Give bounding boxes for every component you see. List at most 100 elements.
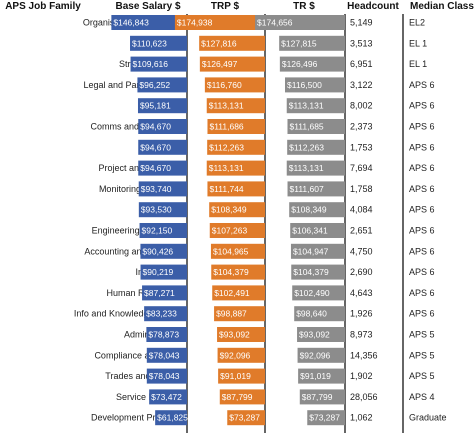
trp-value-label: $108,349: [211, 205, 247, 215]
headcount-value: 4,084: [350, 205, 373, 215]
tr-value-label: $111,685: [289, 122, 323, 132]
tr-bar: [307, 410, 345, 426]
base-salary-value-label: $110,623: [132, 38, 167, 48]
tr-bar: [289, 202, 345, 218]
tr-value-label: $104,379: [293, 267, 329, 277]
trp-bar: [207, 181, 265, 197]
median-classification-value: APS 6: [409, 267, 435, 277]
base-salary-value-label: $146,843: [113, 18, 149, 28]
trp-value-label: $93,092: [219, 330, 250, 340]
base-salary-bar: [130, 35, 187, 51]
headcount-value: 28,056: [350, 392, 378, 402]
base-salary-bar: [140, 243, 187, 259]
base-salary-value-label: $78,043: [149, 371, 180, 381]
trp-bar: [211, 264, 265, 280]
tr-bar: [298, 368, 345, 384]
trp-bar: [210, 243, 265, 259]
table-row: Human Resources$87,271$102,491$102,4904,…: [106, 285, 435, 301]
job-family-label: Comms and Marketing: [90, 122, 181, 132]
trp-bar: [218, 368, 265, 384]
base-salary-bar: [137, 98, 187, 114]
trp-value-label: $113,131: [209, 101, 244, 111]
tr-bar: [287, 119, 345, 134]
header-tr: TR $: [293, 1, 315, 12]
tr-bar: [297, 327, 345, 342]
headcount-value: 1,926: [350, 309, 373, 319]
tr-bar: [292, 285, 345, 301]
base-salary-value-label: $94,670: [140, 142, 171, 152]
header-trp: TRP $: [211, 1, 240, 12]
trp-bar: [199, 56, 265, 72]
tr-bar: [285, 77, 345, 93]
tr-bar: [255, 15, 345, 30]
tr-bar: [290, 243, 345, 259]
table-rows: Organisation Leadership$146,843$174,938$…: [74, 15, 447, 426]
trp-value-label: $111,686: [209, 122, 243, 132]
base-salary-bar: [146, 327, 187, 342]
median-classification-value: APS 6: [409, 122, 435, 132]
trp-bar: [217, 327, 265, 342]
median-classification-value: APS 6: [409, 205, 435, 215]
base-salary-bar: [149, 389, 187, 405]
median-classification-value: APS 6: [409, 288, 435, 298]
base-salary-value-label: $109,616: [133, 59, 169, 69]
tr-bar: [287, 139, 345, 155]
base-salary-bar: [140, 264, 187, 280]
base-salary-value-label: $90,219: [143, 267, 174, 277]
trp-value-label: $92,096: [220, 350, 251, 360]
trp-value-label: $107,263: [212, 226, 248, 236]
job-family-label: Service Delivery: [116, 392, 182, 402]
job-family-label: Development Program: [91, 413, 181, 423]
tr-value-label: $102,490: [294, 288, 330, 298]
headcount-value: 2,651: [350, 226, 373, 236]
median-classification-value: APS 6: [409, 246, 435, 256]
table-row: Compliance and Reg.$78,043 $92,096 $92,096…: [94, 347, 435, 363]
tr-value-label: $108,349: [291, 205, 327, 215]
column-headers: APS Job Family Base Salary $ TRP $ TR $ …: [5, 1, 474, 12]
headcount-value: 2,690: [350, 267, 373, 277]
median-classification-value: APS 5: [409, 350, 435, 360]
headcount-value: 2,373: [350, 122, 373, 132]
trp-bar: [199, 35, 265, 51]
base-salary-bar: [146, 368, 187, 384]
tr-value-label: $104,947: [293, 246, 329, 256]
headcount-value: 1,753: [350, 142, 373, 152]
base-salary-value-label: $78,043: [149, 350, 180, 360]
tr-bar: [290, 223, 345, 238]
base-salary-bar: [155, 410, 187, 426]
base-salary-bar: [138, 160, 187, 176]
trp-value-label: $87,799: [222, 392, 253, 402]
base-salary-bar: [139, 223, 187, 238]
trp-bar: [217, 347, 265, 363]
job-family-label: Trades and Labour: [105, 371, 181, 381]
trp-value-label: $104,379: [213, 267, 249, 277]
base-salary-value-label: $93,740: [141, 184, 172, 194]
tr-value-label: $174,656: [257, 18, 293, 28]
trp-bar: [209, 223, 265, 238]
table-row: Administration$78,873$93,092$93,0928,973…: [124, 327, 435, 342]
table-row: Trades and Labour$78,043 $91,019 $91,019 1,…: [105, 368, 435, 384]
tr-bar: [291, 264, 345, 280]
median-classification-value: APS 6: [409, 142, 435, 152]
trp-value-label: $91,019: [220, 371, 251, 381]
tr-bar: [279, 35, 345, 51]
median-classification-value: APS 6: [409, 80, 435, 90]
median-classification-value: APS 5: [409, 330, 435, 340]
base-salary-bar: [137, 77, 187, 93]
table-row: Organisation Leadership$146,843$174,938$…: [83, 15, 425, 30]
tr-value-label: $116,500: [287, 80, 322, 90]
median-classification-value: APS 4: [409, 392, 435, 402]
base-salary-value-label: $83,233: [146, 309, 177, 319]
tr-bar: [279, 56, 345, 72]
base-salary-bar: [138, 202, 187, 218]
trp-value-label: $102,491: [214, 288, 250, 298]
tr-bar: [286, 160, 345, 176]
base-salary-value-label: $94,670: [140, 163, 171, 173]
base-salary-value-label: $96,252: [139, 80, 170, 90]
headcount-value: 7,694: [350, 163, 373, 173]
tr-bar: [299, 389, 345, 405]
median-classification-value: APS 6: [409, 309, 435, 319]
headcount-value: 4,643: [350, 288, 373, 298]
